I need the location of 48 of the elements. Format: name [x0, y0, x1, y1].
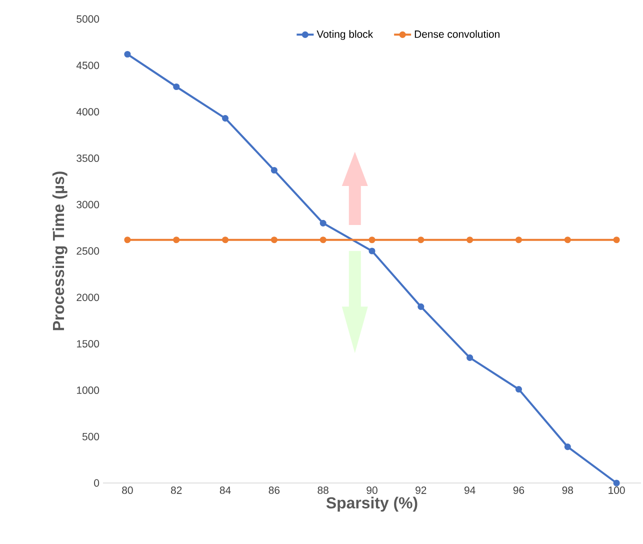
point — [613, 236, 620, 244]
x-tick-label: 82 — [171, 486, 182, 494]
point — [222, 236, 229, 244]
point — [418, 236, 424, 244]
x-tick-label: 92 — [416, 486, 426, 494]
y-tick-label: 3500 — [76, 154, 100, 162]
x-tick-label: 84 — [220, 486, 231, 494]
point — [270, 236, 278, 244]
x-tick-label: 88 — [318, 486, 328, 494]
y-tick-label: 4000 — [76, 108, 100, 116]
x-axis-title: Sparsity (%) — [326, 496, 418, 512]
x-tick-label: 98 — [562, 486, 573, 494]
y-tick-label: 2000 — [76, 294, 100, 302]
point — [320, 220, 326, 226]
point — [173, 83, 180, 90]
point — [222, 115, 229, 122]
point — [515, 236, 522, 244]
point — [173, 236, 180, 244]
point — [320, 236, 326, 244]
point — [368, 248, 376, 254]
point — [124, 50, 131, 58]
point — [613, 480, 620, 486]
y-tick-label: 1500 — [77, 340, 100, 348]
point — [564, 236, 571, 244]
x-tick-label: 94 — [464, 486, 476, 494]
point — [124, 236, 131, 244]
point — [368, 236, 376, 244]
legend-label: Dense convolution — [414, 30, 500, 38]
point — [515, 386, 522, 393]
point — [564, 444, 571, 450]
point — [466, 354, 474, 362]
x-tick-label: 90 — [366, 486, 378, 494]
y-tick-label: 3000 — [76, 200, 100, 208]
legend-label: Voting block — [316, 30, 374, 40]
y-tick-label: 500 — [82, 432, 100, 440]
x-tick-label: 96 — [513, 486, 524, 494]
x-tick-label: 86 — [268, 486, 280, 494]
y-tick-label: 5000 — [76, 15, 100, 23]
y-tick-label: 0 — [94, 479, 100, 487]
x-tick-label: 80 — [122, 486, 133, 494]
y-tick-label: 4500 — [76, 62, 100, 70]
point — [466, 236, 474, 244]
y-axis-title: Processing Time (µs) — [52, 172, 68, 330]
y-tick-label: 2500 — [76, 247, 100, 255]
point — [418, 303, 424, 310]
y-tick-label: 1000 — [77, 386, 100, 394]
point — [270, 166, 278, 174]
x-tick-label: 100 — [608, 486, 625, 494]
